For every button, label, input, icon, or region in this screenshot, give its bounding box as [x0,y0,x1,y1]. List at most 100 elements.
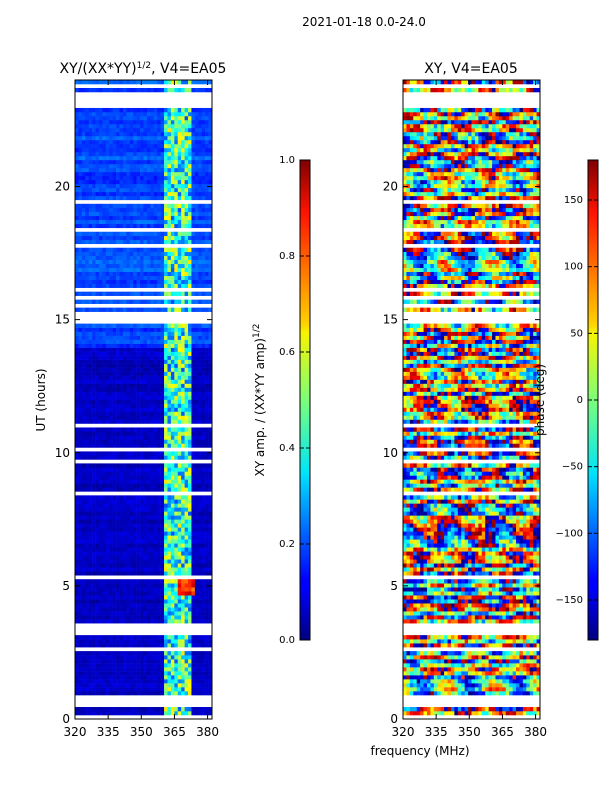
amplitude-cell [198,151,203,157]
amplitude-cell [81,583,86,588]
amplitude-cell [95,231,100,237]
amplitude-cell [122,151,127,157]
amplitude-cell [164,655,168,660]
amplitude-cell [201,439,206,444]
amplitude-cell [88,239,93,245]
amplitude-cell [95,255,100,261]
amplitude-cell [81,611,86,616]
amplitude-cell [78,371,83,376]
amplitude-cell [164,603,168,608]
amplitude-cell [146,271,151,276]
amplitude-cell [98,687,103,692]
amplitude-cell [112,651,117,656]
amplitude-cell [205,559,209,564]
amplitude-cell [201,347,206,352]
amplitude-cell [201,507,206,512]
amplitude-cell [81,439,86,444]
amplitude-cell [143,359,148,364]
amplitude-cell [181,475,185,480]
amplitude-cell [119,219,124,225]
amplitude-cell [102,431,107,436]
amplitude-cell [170,139,175,145]
amplitude-cell [205,395,209,400]
amplitude-cell [92,223,96,229]
amplitude-cell [129,603,134,608]
amplitude-cell [122,523,127,528]
amplitude-cell [188,343,192,348]
amplitude-cell [85,587,89,592]
amplitude-cell [78,379,83,384]
amplitude-cell [129,479,134,484]
amplitude-cell [119,387,124,392]
amplitude-cell [174,175,179,181]
amplitude-cell [95,691,100,696]
amplitude-cell [116,139,120,145]
amplitude-cell [208,667,212,672]
amplitude-cell [170,159,175,165]
amplitude-cell [116,411,120,416]
amplitude-cell [194,367,199,372]
amplitude-cell [205,643,209,648]
amplitude-cell [88,395,93,400]
amplitude-cell [146,379,151,384]
amplitude-cell [112,683,117,688]
amplitude-cell [126,547,131,552]
amplitude-cell [157,167,161,173]
amplitude-cell [92,327,96,332]
amplitude-cell [153,479,158,484]
amplitude-cell [102,183,107,189]
amplitude-cell [150,451,155,456]
amplitude-cell [102,427,107,432]
amplitude-cell [208,323,212,328]
amplitude-cell [146,147,151,153]
amplitude-cell [188,339,192,344]
amplitude-cell [181,147,185,153]
amplitude-cell [102,579,107,584]
amplitude-cell [98,171,103,177]
amplitude-cell [92,535,96,540]
amplitude-cell [198,275,203,280]
amplitude-cell [75,299,79,304]
amplitude-cell [88,383,93,388]
amplitude-cell [205,167,209,173]
amplitude-cell [75,611,79,616]
amplitude-cell [109,219,113,225]
amplitude-cell [153,531,158,536]
amplitude-cell [184,331,189,336]
amplitude-cell [201,279,206,284]
amplitude-cell [194,539,199,544]
amplitude-cell [188,155,192,161]
amplitude-cell [198,431,203,436]
amplitude-cell [85,415,89,420]
amplitude-cell [75,355,79,360]
amplitude-cell [112,271,117,276]
amplitude-cell [112,539,117,544]
amplitude-cell [170,431,175,436]
amplitude-cell [129,539,134,544]
amplitude-cell [164,179,168,185]
amplitude-cell [170,663,175,668]
amplitude-cell [75,403,79,408]
amplitude-cell [177,539,182,544]
amplitude-cell [174,591,179,596]
amplitude-cell [102,151,107,157]
amplitude-cell [191,407,196,412]
amplitude-cell [184,135,189,141]
amplitude-cell [146,339,151,344]
amplitude-cell [129,431,134,436]
amplitude-cell [88,463,93,468]
amplitude-cell [112,659,117,664]
amplitude-cell [143,375,148,380]
amplitude-cell [150,183,155,189]
amplitude-cell [143,539,148,544]
amplitude-cell [170,655,175,660]
amplitude-cell [188,179,192,185]
amplitude-cell [150,635,155,640]
amplitude-cell [95,267,100,272]
amplitude-cell [129,443,134,448]
amplitude-cell [75,547,79,552]
amplitude-cell [146,359,151,364]
amplitude-cell [126,475,131,480]
amplitude-cell [116,323,120,328]
amplitude-cell [201,135,206,141]
